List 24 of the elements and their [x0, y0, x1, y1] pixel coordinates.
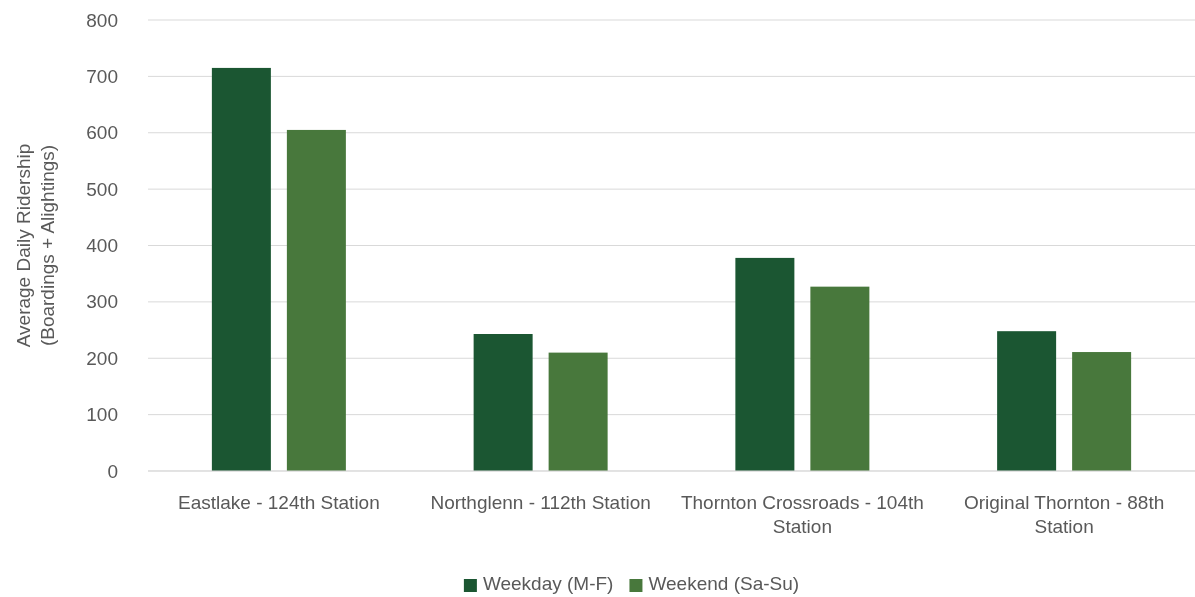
y-tick-label: 300 [86, 291, 118, 313]
bar [810, 286, 870, 471]
bar [548, 352, 608, 471]
bar [211, 67, 271, 471]
legend-label: Weekend (Sa-Su) [648, 573, 800, 594]
y-tick-label: 700 [86, 65, 118, 87]
y-tick-label: 800 [86, 9, 118, 31]
y-tick-label: 100 [86, 404, 118, 426]
bar [997, 331, 1057, 471]
bar [735, 257, 795, 471]
x-tick-label: Northglenn - 112th Station [430, 492, 651, 513]
x-tick-label: Thornton Crossroads - 104th Station [680, 492, 924, 537]
x-tick-label: Eastlake - 124th Station [178, 492, 380, 513]
bar [1072, 352, 1132, 471]
y-tick-label: 0 [107, 460, 118, 482]
y-tick-label: 500 [86, 178, 118, 200]
y-tick-label: 400 [86, 235, 118, 257]
y-tick-label: 600 [86, 122, 118, 144]
legend-label: Weekday (M-F) [482, 573, 614, 594]
y-tick-label: 200 [86, 347, 118, 369]
x-tick-label: Original Thornton - 88th Station [963, 492, 1165, 537]
y-axis-title: Average Daily Ridership (Boardings + Alightings) [13, 143, 58, 348]
bar [286, 129, 346, 471]
bar [473, 334, 533, 471]
